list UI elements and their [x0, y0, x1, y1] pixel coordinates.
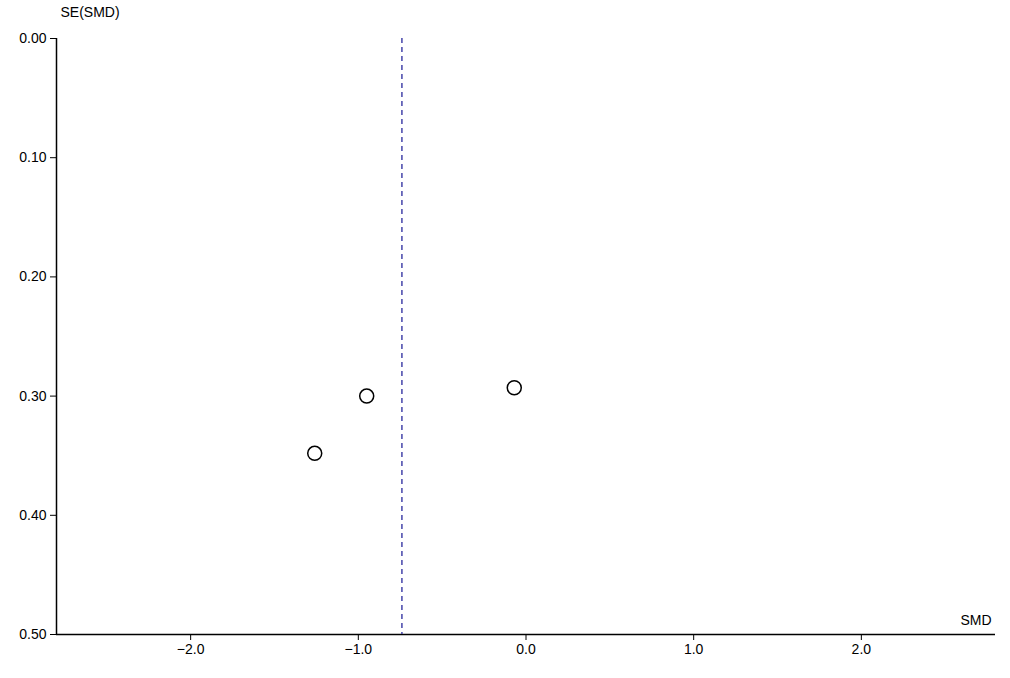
svg-text:SE(SMD): SE(SMD)	[61, 4, 120, 20]
svg-text:0.00: 0.00	[19, 30, 46, 46]
svg-text:SMD: SMD	[960, 612, 991, 628]
svg-text:2.0: 2.0	[852, 641, 872, 657]
svg-text:0.20: 0.20	[19, 268, 46, 284]
svg-text:0.0: 0.0	[516, 641, 536, 657]
svg-text:0.40: 0.40	[19, 507, 46, 523]
svg-text:−1.0: −1.0	[345, 641, 373, 657]
svg-text:0.30: 0.30	[19, 388, 46, 404]
svg-text:1.0: 1.0	[684, 641, 704, 657]
svg-text:0.50: 0.50	[19, 626, 46, 642]
svg-text:−2.0: −2.0	[177, 641, 205, 657]
svg-text:0.10: 0.10	[19, 149, 46, 165]
